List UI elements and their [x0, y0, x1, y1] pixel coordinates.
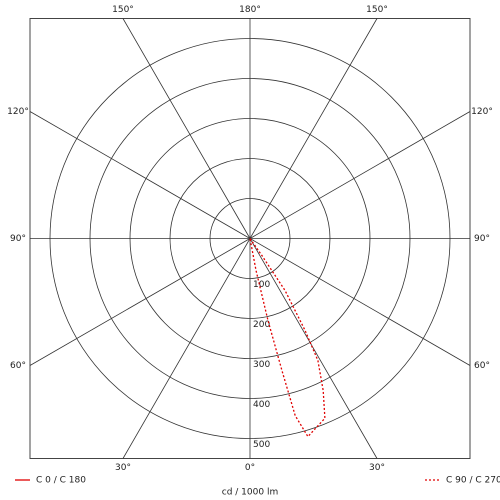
- angle-tick-label: 90°: [474, 234, 490, 244]
- angle-tick-label: 180°: [239, 5, 261, 15]
- angle-tick-label: 120°: [471, 107, 493, 117]
- angle-tick-label: 150°: [112, 5, 134, 15]
- grid-spoke: [29, 111, 251, 239]
- angle-tick-label: 60°: [474, 361, 490, 371]
- legend-label: C 0 / C 180: [36, 476, 86, 486]
- axis-label: cd / 1000 lm: [222, 488, 278, 498]
- angle-tick-label: 30°: [369, 463, 385, 473]
- grid-spoke: [249, 18, 378, 239]
- angle-tick-label: 120°: [7, 107, 29, 117]
- grid-spoke: [29, 238, 251, 366]
- r-tick-label: 400: [253, 400, 270, 410]
- grid-spoke: [249, 238, 471, 366]
- angle-tick-label: 90°: [10, 234, 26, 244]
- angle-tick-label: 30°: [115, 463, 131, 473]
- angle-tick-label: 0°: [245, 463, 255, 473]
- r-tick-label: 200: [253, 320, 270, 330]
- grid-spoke: [249, 111, 471, 239]
- grid-spoke: [249, 238, 378, 459]
- angle-tick-label: 150°: [366, 5, 388, 15]
- r-tick-label: 300: [253, 360, 270, 370]
- grid-spoke: [122, 238, 251, 459]
- r-tick-label: 500: [253, 440, 270, 450]
- grid-spoke: [122, 18, 251, 239]
- angle-tick-label: 60°: [10, 361, 26, 371]
- legend-label: C 90 / C 270: [446, 476, 500, 486]
- r-tick-label: 100: [253, 280, 270, 290]
